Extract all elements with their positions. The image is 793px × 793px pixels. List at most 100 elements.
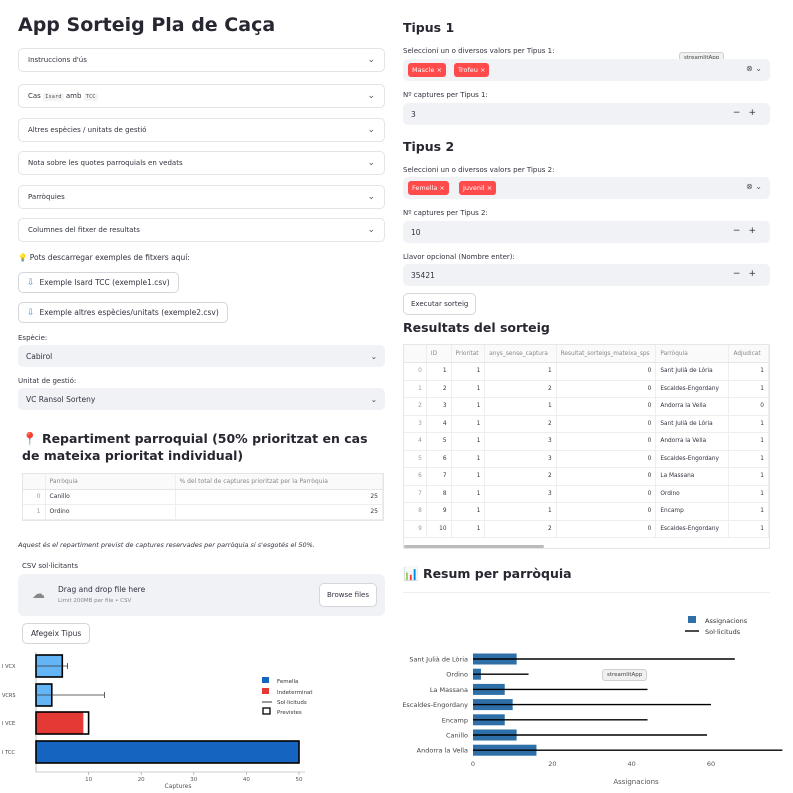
close-icon[interactable]: ×	[486, 184, 493, 192]
file-uploader[interactable]: ☁ Drag and drop file here Limit 200MB pe…	[18, 574, 385, 616]
bar-previstes	[35, 711, 90, 735]
close-icon[interactable]: ×	[480, 66, 486, 74]
x-tick-label: 10	[85, 777, 92, 783]
lightbulb-icon: 💡	[18, 253, 28, 262]
resum-title: 📊 Resum per parròquia	[403, 566, 572, 581]
expander-label: Altres espècies / unitats de gestió	[28, 126, 147, 134]
x-tick-label: 20	[138, 777, 145, 783]
afegeix-tipus-button[interactable]: Afegeix Tipus	[22, 623, 91, 644]
especie-select[interactable]: Cabirol ⌄	[18, 345, 385, 367]
y-tick-label: VCRS	[2, 693, 16, 699]
unitat-label: Unitat de gestió:	[18, 377, 77, 385]
unitat-select[interactable]: VC Ransol Sorteny ⌄	[18, 388, 385, 410]
y-tick-label: La Massana	[430, 686, 468, 694]
tag-mascle[interactable]: Mascle ×	[408, 63, 446, 77]
table-row: 2 3 1 1 0 Andorra la Vella 0	[404, 397, 769, 416]
table-row: 0 1 1 1 0 Sant Julià de Lòria 1	[404, 362, 769, 381]
tipus1-captures-input[interactable]: 3 −+	[403, 103, 770, 125]
chevron-down-icon: ⌄	[370, 351, 377, 361]
legend-previstes: Previstes	[277, 710, 302, 716]
resum-chart: Assignacions Sol·licituds Sant Julià de …	[402, 616, 783, 786]
chevron-down-icon: ⌄	[367, 192, 375, 202]
bar-chart-icon: 📊	[403, 566, 419, 581]
expander-columnes[interactable]: Columnes del fitxer de resultats ⌄	[18, 218, 385, 242]
tag-trofeu[interactable]: Trofeu ×	[454, 63, 490, 77]
x-tick-label: 0	[471, 760, 475, 768]
stepper-icon[interactable]: −+	[732, 226, 764, 236]
download-icon: ⇩	[27, 277, 35, 288]
table-row: 5 6 1 3 0 Escaldes-Engordany 1	[404, 450, 769, 468]
table-header-row: Parròquia % del total de captures priori…	[23, 474, 383, 490]
llavor-label: Llavor opcional (Nombre enter):	[403, 253, 515, 261]
clear-icon[interactable]: ⊗ ⌄	[746, 182, 762, 191]
y-tick-label: Ordino	[446, 671, 468, 679]
results-table[interactable]: ID Prioritat anys_sense_captura Resultat…	[403, 344, 770, 549]
tag-juvenil[interactable]: Juvenil ×	[459, 181, 497, 195]
chart-legend: Femella Indeterminat Sol·licituds Previs…	[262, 677, 313, 716]
expander-label: Instruccions d'ús	[28, 56, 87, 64]
tipus2-multiselect[interactable]: Femella × Juvenil × ⊗ ⌄	[403, 177, 770, 199]
x-axis-label: Captures	[165, 783, 192, 790]
tipus1-title: Tipus 1	[403, 20, 455, 35]
expander-label: Parròquies	[28, 193, 65, 201]
close-icon[interactable]: ×	[439, 184, 445, 192]
x-tick-label: 60	[707, 760, 715, 768]
table-row: 1 2 1 2 0 Escaldes-Engordany 1	[404, 380, 769, 398]
upload-label: CSV sol·licitants	[22, 562, 78, 570]
expander-nota-quotes[interactable]: Nota sobre les quotes parroquials en ved…	[18, 151, 385, 175]
table-row: 9 10 1 2 0 Escaldes-Engordany 1	[404, 520, 769, 538]
x-axis-label: Assignacions	[613, 778, 659, 786]
table-row: 0 Canillo 25	[23, 489, 383, 505]
x-tick-label: 40	[243, 777, 250, 783]
pin-icon: 📍	[22, 431, 38, 446]
chevron-down-icon: ⌄	[367, 125, 375, 135]
x-tick-label: 50	[296, 777, 303, 783]
captures-chart: I VCX VCRS I VCE I TCC 10 20 30 40 50 Captures F…	[2, 652, 313, 790]
expander-altres-especies[interactable]: Altres espècies / unitats de gestió ⌄	[18, 118, 385, 142]
download-example2-button[interactable]: ⇩ Exemple altres espècies/unitats (exemp…	[18, 302, 228, 323]
bar-femella	[36, 741, 299, 763]
x-tick-label: 40	[628, 760, 636, 768]
y-tick-label: I VCX	[2, 664, 16, 670]
tipus2-title: Tipus 2	[403, 139, 455, 154]
chevron-down-icon: ⌄	[367, 158, 375, 168]
tipus2-label: Seleccioni un o diversos valors per Tipu…	[403, 166, 555, 174]
tag-femella[interactable]: Femella ×	[408, 181, 449, 195]
llavor-input[interactable]: 35421 −+	[403, 264, 770, 286]
tipus2-captures-input[interactable]: 10 −+	[403, 221, 770, 243]
tipus1-label: Seleccioni un o diversos valors per Tipu…	[403, 47, 555, 55]
x-tick-label: 20	[548, 760, 556, 768]
expander-isard-tcc[interactable]: Cas Isard amb TCC ⌄	[18, 84, 385, 108]
tipus1-multiselect[interactable]: Mascle × Trofeu × ⊗ ⌄	[403, 59, 770, 81]
stepper-icon[interactable]: −+	[732, 269, 764, 279]
close-icon[interactable]: ×	[436, 66, 442, 74]
horizontal-scrollbar[interactable]	[404, 545, 544, 548]
expander-instruccions[interactable]: Instruccions d'ús ⌄	[18, 48, 385, 72]
legend-femella: Femella	[277, 679, 298, 685]
tipus1-captures-label: Nº captures per Tipus 1:	[403, 91, 488, 99]
legend-assignacions: Assignacions	[705, 617, 748, 625]
resum-table	[403, 592, 770, 600]
table-row: 4 5 1 3 0 Andorra la Vella 1	[404, 432, 769, 451]
y-tick-label: Encamp	[442, 716, 468, 724]
legend-indeterminat: Indeterminat	[277, 690, 313, 696]
app-title: App Sorteig Pla de Caça	[18, 14, 276, 36]
table-row: 3 4 1 2 0 Sant Julià de Lòria 1	[404, 415, 769, 433]
download-example1-button[interactable]: ⇩ Exemple Isard TCC (exemple1.csv)	[18, 272, 179, 293]
tipus2-captures-label: Nº captures per Tipus 2:	[403, 209, 488, 217]
y-tick-label: Canillo	[446, 732, 468, 740]
y-tick-label: I TCC	[2, 750, 15, 756]
expander-parroquies[interactable]: Parròquies ⌄	[18, 185, 385, 209]
table-row: 7 8 1 3 0 Ordino 1	[404, 485, 769, 503]
bar-previstes	[35, 740, 300, 764]
download-hint: 💡 Pots descarregar exemples de fitxers a…	[18, 253, 190, 262]
clear-icon[interactable]: ⊗ ⌄	[746, 64, 762, 73]
stepper-icon[interactable]: −+	[732, 108, 764, 118]
results-title: Resultats del sorteig	[403, 320, 550, 335]
especie-label: Espècie:	[18, 334, 48, 342]
browse-files-button[interactable]: Browse files	[318, 583, 377, 607]
executar-sorteig-button[interactable]: Executar sorteig	[403, 293, 477, 315]
repartiment-table[interactable]: Parròquia % del total de captures priori…	[22, 473, 384, 521]
table-row: 8 9 1 1 0 Encamp 1	[404, 502, 769, 521]
y-tick-label: Andorra la Vella	[417, 747, 468, 755]
